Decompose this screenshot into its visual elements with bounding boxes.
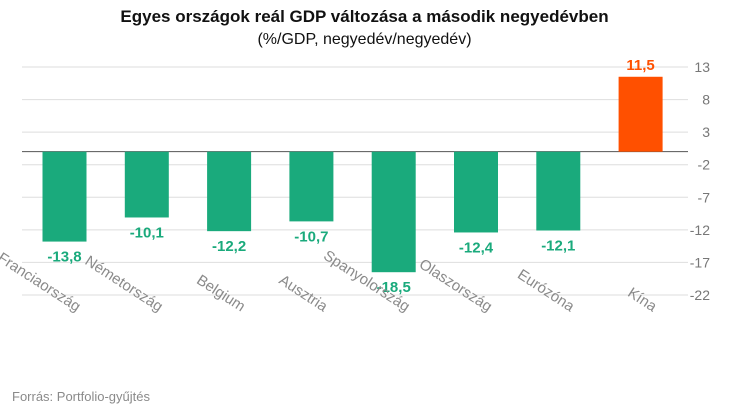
- data-label: -10,7: [294, 228, 328, 245]
- bar: [454, 151, 498, 233]
- data-label: -18,5: [377, 279, 411, 296]
- y-tick-label: -22: [690, 287, 710, 303]
- source-note: Forrás: Portfolio-gyűjtés: [12, 389, 150, 404]
- bar: [124, 151, 169, 218]
- y-tick-label: 13: [694, 59, 710, 75]
- data-label: -13,8: [47, 249, 81, 266]
- y-tick-label: -12: [690, 222, 710, 238]
- chart-title: Egyes országok reál GDP változása a máso…: [120, 7, 609, 26]
- y-tick-label: 3: [702, 124, 710, 140]
- y-tick-label: -2: [698, 157, 711, 173]
- bar: [289, 151, 334, 222]
- x-tick-label: Ausztria: [276, 272, 331, 316]
- data-label: -12,4: [459, 239, 494, 256]
- x-tick-label: Belgium: [193, 272, 248, 316]
- bar: [371, 151, 416, 273]
- data-label: -12,2: [212, 238, 246, 255]
- y-tick-label: 8: [702, 92, 710, 108]
- bar: [618, 76, 663, 152]
- y-tick-label: -7: [698, 189, 711, 205]
- bar: [536, 151, 581, 231]
- data-label: -10,1: [130, 224, 164, 241]
- bar: [42, 151, 87, 242]
- data-label: -12,1: [541, 238, 575, 255]
- chart-subtitle: (%/GDP, negyedév/negyedév): [257, 31, 472, 48]
- data-label: 11,5: [626, 57, 654, 74]
- x-tick-label: Olaszország: [416, 256, 495, 316]
- x-tick-label: Eurózóna: [514, 266, 578, 316]
- y-tick-label: -17: [690, 254, 710, 270]
- x-tick-label: Kína: [625, 284, 661, 315]
- bar: [207, 151, 252, 232]
